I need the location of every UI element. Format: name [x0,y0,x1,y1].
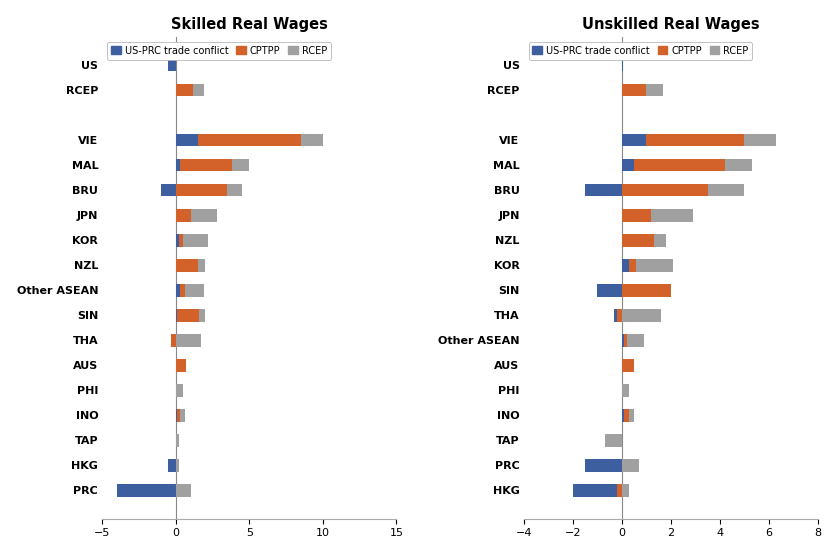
Bar [629,259,636,271]
Bar [176,134,198,147]
Bar [176,409,178,422]
Bar [176,384,184,397]
Bar [636,259,673,271]
Bar [585,184,622,196]
Bar [572,484,622,497]
Bar [646,134,744,147]
Bar [604,434,622,447]
Bar [301,134,323,147]
Bar [622,84,646,97]
Bar [707,184,744,196]
Bar [184,284,204,296]
Bar [168,459,176,472]
Bar [172,334,176,347]
Bar [622,259,629,271]
Bar [622,134,646,147]
Bar [176,209,190,221]
Bar [176,484,190,497]
Bar [624,409,629,422]
Bar [622,184,707,196]
Bar [629,409,634,422]
Bar [176,434,178,447]
Bar [178,234,184,246]
Bar [622,59,623,72]
Bar [176,259,198,271]
Bar [176,309,178,321]
Bar [622,359,634,372]
Bar [176,234,178,246]
Bar [176,334,201,347]
Bar [180,284,184,296]
Bar [654,234,666,246]
Bar [624,334,627,347]
Bar [198,259,205,271]
Bar [194,84,204,97]
Bar [614,309,622,321]
Bar [199,309,205,321]
Bar [190,209,217,221]
Bar [176,459,178,472]
Bar [176,159,180,171]
Bar [622,284,670,296]
Bar [176,359,186,372]
Bar [646,84,664,97]
Bar [178,409,180,422]
Bar [622,459,639,472]
Bar [180,159,231,171]
Bar [622,309,661,321]
Bar [168,59,176,72]
Title: Unskilled Real Wages: Unskilled Real Wages [582,17,759,32]
Bar [744,134,776,147]
Bar [176,284,180,296]
Bar [622,209,651,221]
Bar [161,184,176,196]
Bar [198,134,301,147]
Legend: US-PRC trade conflict, CPTPP, RCEP: US-PRC trade conflict, CPTPP, RCEP [107,42,331,59]
Bar [178,309,199,321]
Bar [597,284,622,296]
Bar [617,484,622,497]
Bar [725,159,752,171]
Bar [184,234,208,246]
Bar [622,234,654,246]
Bar [627,334,644,347]
Legend: US-PRC trade conflict, CPTPP, RCEP: US-PRC trade conflict, CPTPP, RCEP [529,42,753,59]
Bar [622,484,629,497]
Bar [585,459,622,472]
Bar [180,409,184,422]
Bar [117,484,176,497]
Bar [634,159,725,171]
Bar [176,84,194,97]
Title: Skilled Real Wages: Skilled Real Wages [171,17,328,32]
Bar [231,159,250,171]
Bar [172,334,176,347]
Bar [617,309,622,321]
Bar [622,334,624,347]
Bar [622,159,634,171]
Bar [622,384,629,397]
Bar [227,184,242,196]
Bar [622,409,624,422]
Bar [651,209,693,221]
Bar [176,184,227,196]
